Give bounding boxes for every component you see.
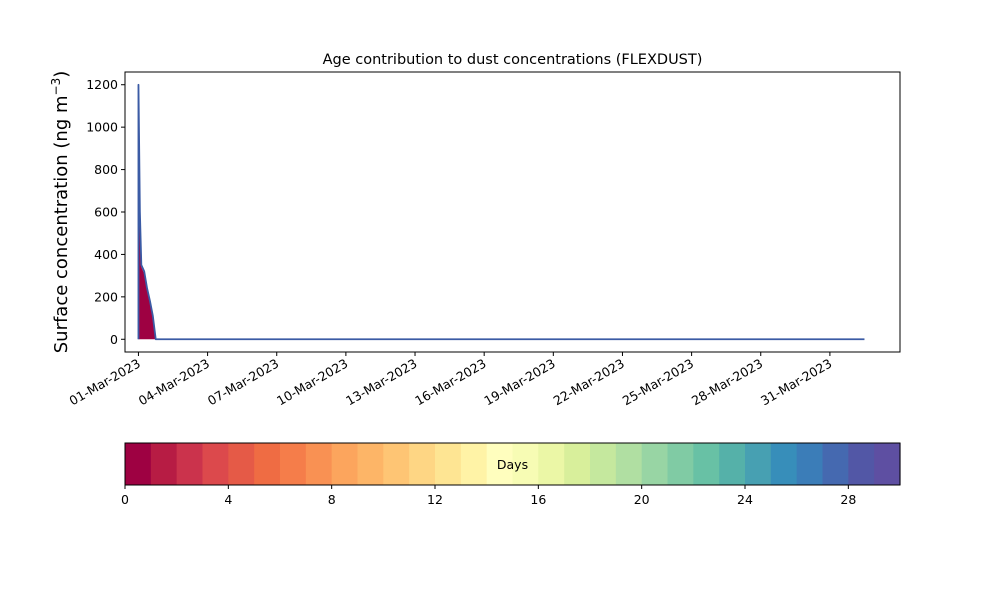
colorbar-frame [124, 442, 901, 486]
colorbar-swatch [176, 443, 204, 485]
y-axis-label-superscript: −3 [49, 78, 63, 96]
colorbar-swatch [383, 443, 410, 485]
colorbar-swatch [331, 443, 359, 485]
y-tick-label: 800 [94, 162, 118, 177]
colorbar-label: Days [497, 457, 528, 472]
y-tick-label: 600 [94, 205, 118, 220]
colorbar-tick-label: 16 [530, 492, 546, 507]
x-tick-label: 04-Mar-2023 [136, 356, 212, 409]
y-axis: 0 200 400 600 800 1000 1200 [86, 77, 125, 347]
x-tick-label: 10-Mar-2023 [274, 356, 350, 409]
chart-title: Age contribution to dust concentrations … [323, 52, 703, 68]
colorbar-swatch [693, 443, 720, 485]
y-tick-label: 400 [94, 247, 118, 262]
colorbar-swatch [538, 443, 565, 485]
colorbar-swatch [125, 443, 152, 485]
colorbar [125, 443, 901, 485]
y-axis-label: Surface concentration (ng m−3) [49, 71, 72, 354]
y-axis-label-close: ) [51, 71, 72, 78]
colorbar-swatch [409, 443, 436, 485]
total-outline-line [137, 83, 865, 341]
colorbar-swatch [796, 443, 824, 485]
y-tick-label: 1000 [86, 120, 118, 135]
x-tick-label: 07-Mar-2023 [205, 356, 281, 409]
colorbar-swatch [460, 443, 488, 485]
x-tick-label: 25-Mar-2023 [620, 356, 696, 409]
colorbar-swatch [150, 443, 178, 485]
colorbar-swatch [874, 443, 901, 485]
x-tick-label: 28-Mar-2023 [689, 356, 765, 409]
colorbar-swatch [512, 443, 539, 485]
x-tick-label: 22-Mar-2023 [551, 356, 627, 409]
colorbar-swatch [254, 443, 281, 485]
y-tick-label: 200 [94, 289, 118, 304]
colorbar-tick-label: 12 [427, 492, 443, 507]
colorbar-swatch [848, 443, 875, 485]
colorbar-tick-label: 0 [121, 492, 129, 507]
x-tick-label: 01-Mar-2023 [67, 356, 143, 409]
colorbar-swatch [486, 443, 514, 485]
colorbar-swatch [305, 443, 333, 485]
colorbar-swatch [357, 443, 384, 485]
colorbar-swatch [745, 443, 772, 485]
x-tick-label: 16-Mar-2023 [412, 356, 488, 409]
x-tick-label: 19-Mar-2023 [481, 356, 557, 409]
colorbar-swatch [228, 443, 255, 485]
x-tick-label: 31-Mar-2023 [758, 356, 834, 409]
x-axis: 01-Mar-202304-Mar-202307-Mar-202310-Mar-… [67, 352, 834, 409]
colorbar-axis: 0 4 8 12 16 20 24 28 [121, 485, 856, 507]
y-axis-label-text: Surface concentration (ng m [51, 95, 72, 353]
colorbar-tick-label: 28 [840, 492, 856, 507]
colorbar-tick-label: 8 [328, 492, 336, 507]
colorbar-tick-label: 20 [634, 492, 650, 507]
colorbar-swatch [590, 443, 617, 485]
plot-area [137, 83, 865, 341]
colorbar-swatch [280, 443, 307, 485]
colorbar-swatch [770, 443, 798, 485]
colorbar-swatch [564, 443, 591, 485]
y-tick-label: 0 [110, 332, 118, 347]
colorbar-swatch [822, 443, 849, 485]
colorbar-swatch [435, 443, 462, 485]
colorbar-swatch [641, 443, 669, 485]
colorbar-swatch [667, 443, 694, 485]
colorbar-swatch [615, 443, 643, 485]
colorbar-swatch [719, 443, 746, 485]
plot-frame [124, 71, 901, 353]
area-series-0 [138, 127, 865, 340]
colorbar-tick-label: 4 [224, 492, 232, 507]
colorbar-tick-label: 24 [737, 492, 753, 507]
colorbar-swatch [202, 443, 229, 485]
y-tick-label: 1200 [86, 77, 118, 92]
x-tick-label: 13-Mar-2023 [343, 356, 419, 409]
